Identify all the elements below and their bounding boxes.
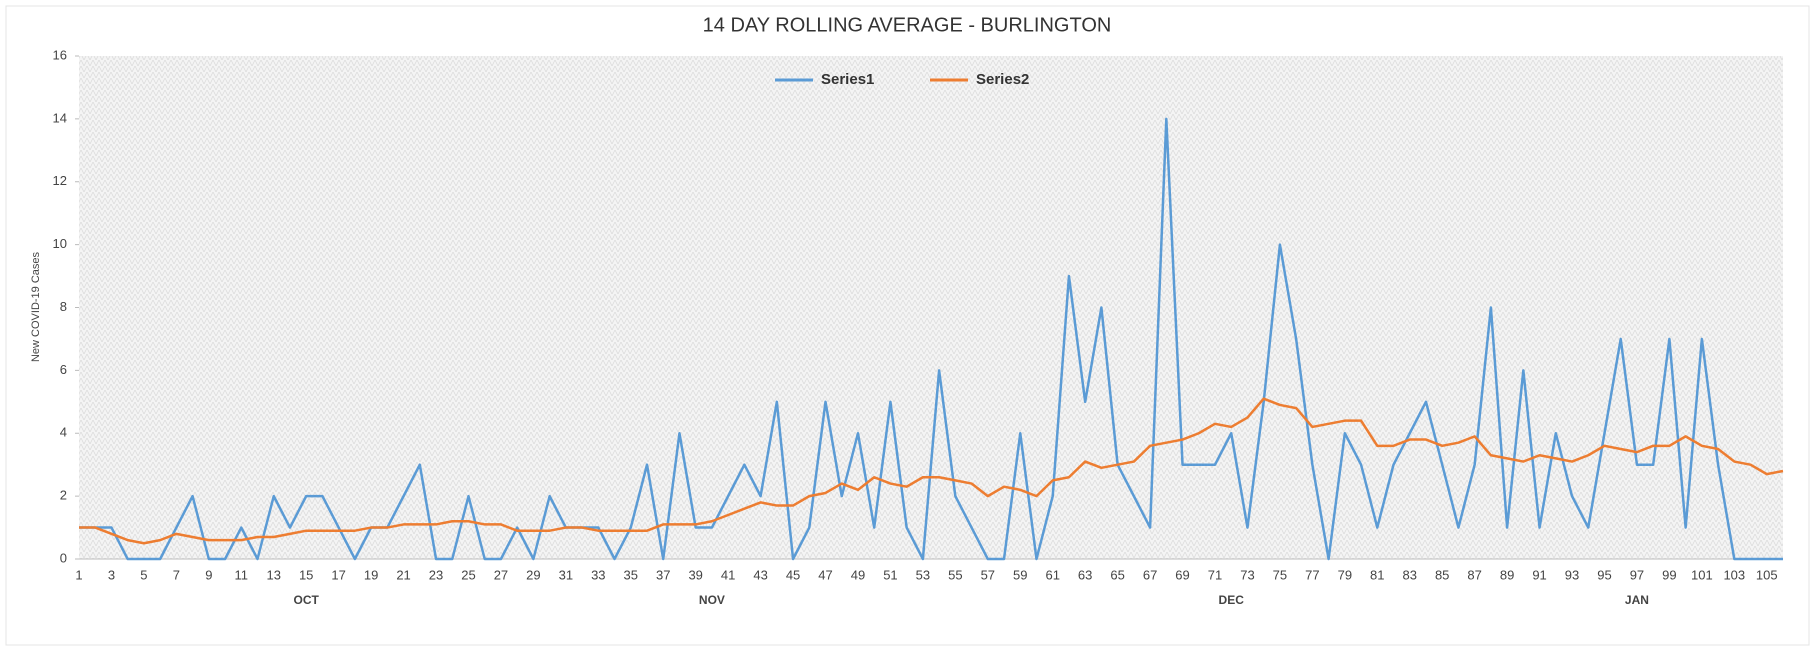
- y-tick-label: 14: [53, 110, 67, 125]
- x-tick-label: 17: [331, 567, 345, 582]
- y-axis-label: New COVID-19 Cases: [30, 251, 42, 362]
- x-tick-label: 47: [818, 567, 832, 582]
- x-tick-label: 103: [1723, 567, 1745, 582]
- x-tick-label: 73: [1240, 567, 1254, 582]
- x-tick-label: 69: [1175, 567, 1189, 582]
- series-line: [79, 397, 1784, 545]
- x-tick-label: 49: [851, 567, 865, 582]
- x-tick-label: 45: [786, 567, 800, 582]
- y-tick-label: 0: [60, 550, 67, 565]
- chart-border: [5, 5, 1810, 646]
- x-tick-label: 41: [721, 567, 735, 582]
- x-tick-label: 87: [1467, 567, 1481, 582]
- y-tick-label: 8: [60, 299, 67, 314]
- x-tick-label: 59: [1013, 567, 1027, 582]
- y-tick-label: 10: [53, 236, 67, 251]
- x-tick-label: 53: [916, 567, 930, 582]
- y-tick-label: 6: [60, 362, 67, 377]
- x-tick-label: 63: [1078, 567, 1092, 582]
- x-tick-label: 7: [173, 567, 180, 582]
- x-tick-label: 1: [75, 567, 82, 582]
- x-tick-label: 57: [981, 567, 995, 582]
- x-tick-label: 97: [1630, 567, 1644, 582]
- x-tick-label: 99: [1662, 567, 1676, 582]
- x-tick-label: 95: [1597, 567, 1611, 582]
- x-tick-label: 101: [1691, 567, 1713, 582]
- x-tick-label: 91: [1532, 567, 1546, 582]
- x-tick-label: 37: [656, 567, 670, 582]
- month-label: JAN: [1625, 593, 1649, 607]
- x-tick-label: 93: [1565, 567, 1579, 582]
- x-tick-label: 29: [526, 567, 540, 582]
- y-tick-label: 2: [60, 488, 67, 503]
- x-tick-label: 21: [396, 567, 410, 582]
- legend-label: Series2: [976, 71, 1029, 88]
- x-tick-label: 83: [1403, 567, 1417, 582]
- x-tick-label: 67: [1143, 567, 1157, 582]
- x-tick-label: 9: [205, 567, 212, 582]
- y-tick-label: 4: [60, 425, 67, 440]
- x-tick-label: 23: [429, 567, 443, 582]
- month-label: OCT: [294, 593, 320, 607]
- x-tick-label: 105: [1756, 567, 1778, 582]
- x-tick-label: 43: [753, 567, 767, 582]
- x-tick-label: 31: [559, 567, 573, 582]
- x-tick-label: 77: [1305, 567, 1319, 582]
- x-tick-label: 3: [108, 567, 115, 582]
- x-tick-label: 39: [688, 567, 702, 582]
- x-tick-label: 89: [1500, 567, 1514, 582]
- x-tick-label: 51: [883, 567, 897, 582]
- x-tick-label: 61: [1045, 567, 1059, 582]
- x-tick-label: 5: [140, 567, 147, 582]
- y-tick-label: 16: [53, 47, 67, 62]
- x-tick-label: 11: [235, 567, 249, 582]
- x-tick-label: 71: [1208, 567, 1222, 582]
- x-tick-label: 75: [1273, 567, 1287, 582]
- x-tick-label: 15: [299, 567, 313, 582]
- legend-label: Series1: [821, 71, 874, 88]
- y-tick-label: 12: [53, 173, 67, 188]
- x-tick-label: 85: [1435, 567, 1449, 582]
- x-tick-label: 65: [1110, 567, 1124, 582]
- x-tick-label: 55: [948, 567, 962, 582]
- x-tick-label: 35: [624, 567, 638, 582]
- x-tick-label: 81: [1370, 567, 1384, 582]
- month-label: NOV: [699, 593, 725, 607]
- x-tick-label: 79: [1338, 567, 1352, 582]
- x-tick-label: 13: [267, 567, 281, 582]
- x-tick-label: 25: [461, 567, 475, 582]
- x-tick-label: 19: [364, 567, 378, 582]
- x-tick-label: 27: [494, 567, 508, 582]
- month-label: DEC: [1219, 593, 1245, 607]
- x-tick-label: 33: [591, 567, 605, 582]
- series-line: [79, 117, 1783, 561]
- plot-area: [79, 56, 1783, 559]
- chart-title: 14 DAY ROLLING AVERAGE - BURLINGTON: [703, 14, 1112, 36]
